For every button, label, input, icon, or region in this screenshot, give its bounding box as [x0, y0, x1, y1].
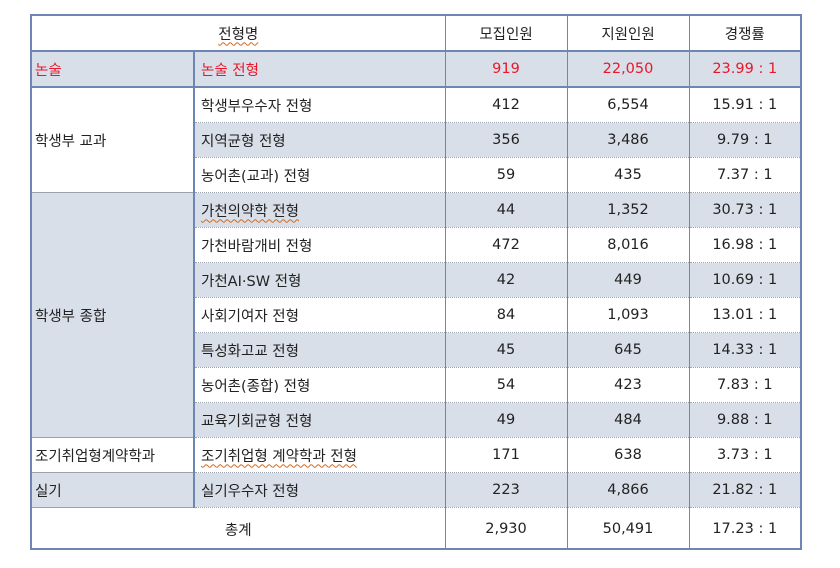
row-applicants: 22,050	[566, 51, 689, 88]
header-applicants: 지원인원	[566, 16, 689, 52]
table-row: 논술 논술 전형 919 22,050 23.99 : 1	[32, 51, 800, 88]
table-row: 학생부 종합 가천의약학 전형 44 1,352 30.73 : 1	[32, 192, 800, 438]
row-recruit: 84	[444, 297, 567, 333]
row-applicants: 6,554	[566, 87, 689, 123]
row-name: 농어촌(교과) 전형	[193, 157, 445, 193]
header-ratio: 경쟁률	[688, 16, 800, 52]
header-category: 전형명	[32, 16, 445, 52]
row-ratio: 7.83 : 1	[688, 367, 800, 403]
total-label: 총계	[224, 522, 252, 539]
row-recruit: 59	[444, 157, 567, 193]
row-name: 조기취업형 계약학과 전형	[193, 437, 445, 473]
row-recruit: 472	[444, 227, 567, 263]
row-applicants: 8,016	[566, 227, 689, 263]
table-row: 가천AI·SW 전형 42 449 10.69 : 1	[32, 262, 800, 298]
row-name: 실기우수자 전형	[193, 472, 445, 508]
admissions-table-frame: 전형명 모집인원 지원인원 경쟁률 논술 논술 전형 919 22,050 23…	[30, 14, 802, 550]
row-applicants: 435	[566, 157, 689, 193]
row-applicants: 4,866	[566, 472, 689, 508]
row-name: 가천의약학 전형	[193, 192, 445, 228]
row-name: 사회기여자 전형	[193, 297, 445, 333]
row-ratio: 13.01 : 1	[688, 297, 800, 333]
row-applicants: 645	[566, 332, 689, 368]
group-label-essay: 논술	[32, 51, 194, 88]
header-recruit: 모집인원	[444, 16, 567, 52]
row-applicants: 1,352	[566, 192, 689, 228]
table-row: 교육기회균형 전형 49 484 9.88 : 1	[32, 402, 800, 438]
row-recruit: 919	[444, 51, 567, 88]
row-recruit: 412	[444, 87, 567, 123]
row-applicants: 484	[566, 402, 689, 438]
total-applicants: 50,491	[566, 507, 689, 550]
row-applicants: 1,093	[566, 297, 689, 333]
table-row: 농어촌(교과) 전형 59 435 7.37 : 1	[32, 157, 800, 193]
row-recruit: 356	[444, 122, 567, 158]
table-row: 실기 실기우수자 전형 223 4,866 21.82 : 1	[32, 472, 800, 508]
row-name: 지역균형 전형	[193, 122, 445, 158]
total-row: 총계 2,930 50,491 17.23 : 1	[32, 507, 800, 550]
row-name: 학생부우수자 전형	[193, 87, 445, 123]
row-name: 농어촌(종합) 전형	[193, 367, 445, 403]
group-label-record-subject: 학생부 교과	[32, 87, 194, 193]
row-recruit: 54	[444, 367, 567, 403]
row-applicants: 449	[566, 262, 689, 298]
admissions-competition-table: 전형명 모집인원 지원인원 경쟁률 논술 논술 전형 919 22,050 23…	[32, 16, 800, 550]
table-row: 특성화고교 전형 45 645 14.33 : 1	[32, 332, 800, 368]
group-label-early-employment: 조기취업형계약학과	[32, 437, 194, 473]
row-ratio: 30.73 : 1	[688, 192, 800, 228]
table-row: 지역균형 전형 356 3,486 9.79 : 1	[32, 122, 800, 158]
row-ratio: 9.79 : 1	[688, 122, 800, 158]
row-recruit: 45	[444, 332, 567, 368]
header-row: 전형명 모집인원 지원인원 경쟁률	[32, 16, 800, 52]
row-recruit: 223	[444, 472, 567, 508]
row-recruit: 171	[444, 437, 567, 473]
table-row: 학생부 교과 학생부우수자 전형 412 6,554 15.91 : 1	[32, 87, 800, 193]
row-name: 가천바람개비 전형	[193, 227, 445, 263]
table-row: 농어촌(종합) 전형 54 423 7.83 : 1	[32, 367, 800, 403]
table-row: 사회기여자 전형 84 1,093 13.01 : 1	[32, 297, 800, 333]
total-recruit: 2,930	[444, 507, 567, 550]
row-name: 가천AI·SW 전형	[193, 262, 445, 298]
row-recruit: 44	[444, 192, 567, 228]
group-label-practical: 실기	[32, 472, 194, 508]
row-name: 교육기회균형 전형	[193, 402, 445, 438]
row-ratio: 16.98 : 1	[688, 227, 800, 263]
row-ratio: 14.33 : 1	[688, 332, 800, 368]
row-ratio: 21.82 : 1	[688, 472, 800, 508]
row-ratio: 10.69 : 1	[688, 262, 800, 298]
row-name: 특성화고교 전형	[193, 332, 445, 368]
row-ratio: 3.73 : 1	[688, 437, 800, 473]
row-applicants: 423	[566, 367, 689, 403]
row-ratio: 9.88 : 1	[688, 402, 800, 438]
row-ratio: 23.99 : 1	[688, 51, 800, 88]
row-recruit: 49	[444, 402, 567, 438]
row-name: 논술 전형	[193, 51, 445, 88]
row-recruit: 42	[444, 262, 567, 298]
table-row: 조기취업형계약학과 조기취업형 계약학과 전형 171 638 3.73 : 1	[32, 437, 800, 473]
row-applicants: 3,486	[566, 122, 689, 158]
row-applicants: 638	[566, 437, 689, 473]
total-ratio: 17.23 : 1	[688, 507, 800, 550]
row-ratio: 15.91 : 1	[688, 87, 800, 123]
table-row: 가천바람개비 전형 472 8,016 16.98 : 1	[32, 227, 800, 263]
row-ratio: 7.37 : 1	[688, 157, 800, 193]
group-label-record-comprehensive: 학생부 종합	[32, 192, 194, 438]
